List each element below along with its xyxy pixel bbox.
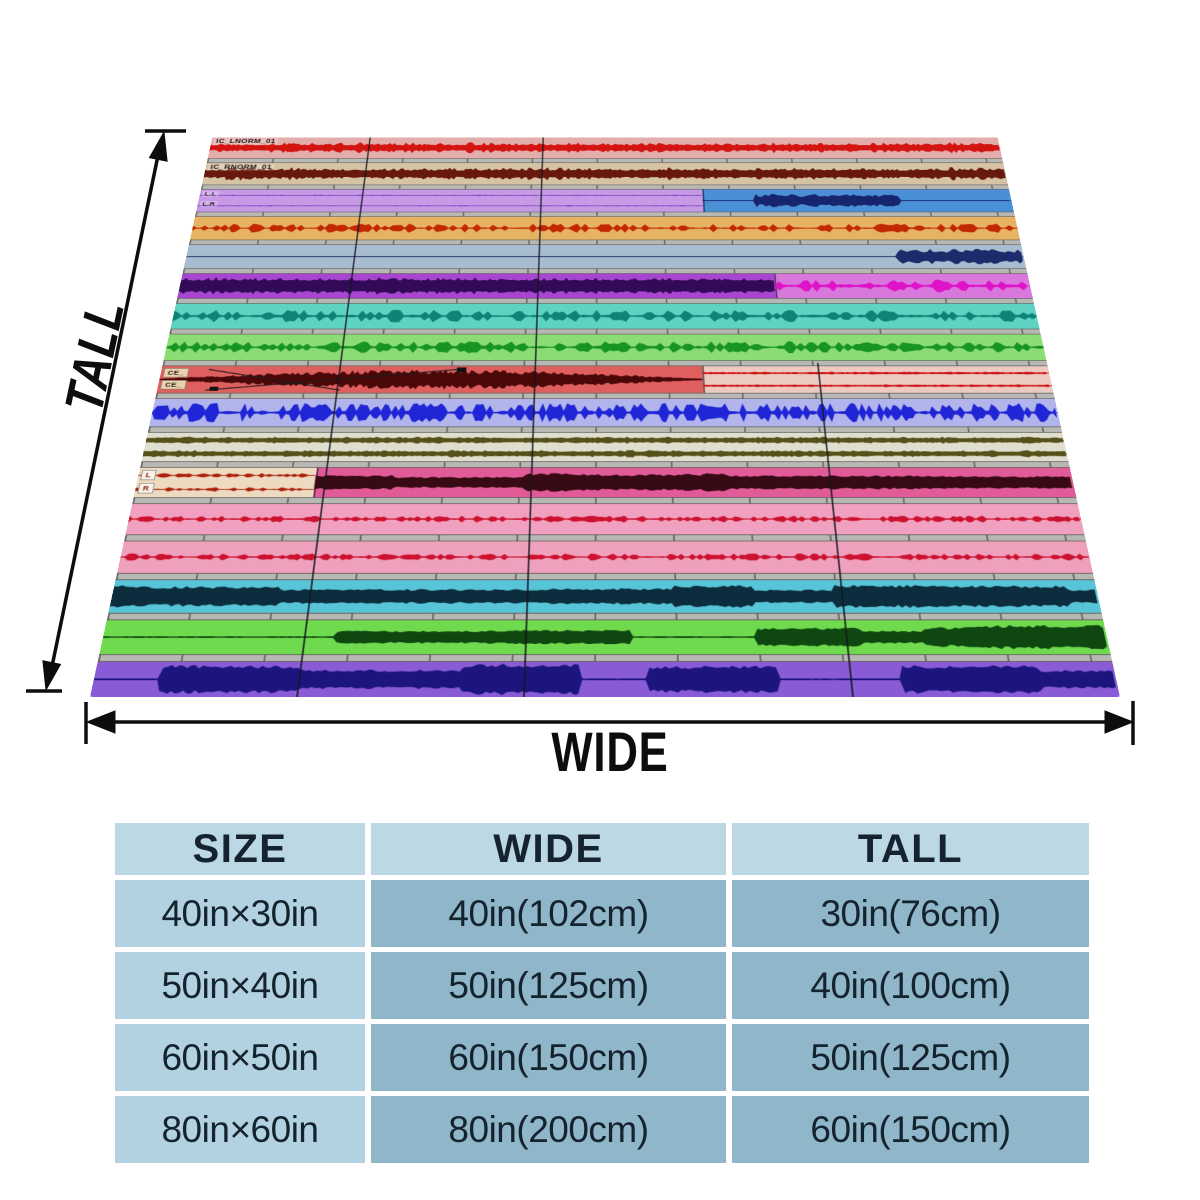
size-chart-cell: 40in(100cm) [732, 952, 1089, 1019]
waveform-track [170, 303, 1040, 329]
track-separator [124, 534, 1086, 542]
waveform-track: IC_RNORM_01 [202, 163, 1008, 185]
waveform [165, 341, 1045, 354]
size-chart-cell: 60in(150cm) [732, 1096, 1089, 1163]
waveform [197, 194, 1012, 208]
waveform [202, 166, 1007, 181]
size-chart-cell: 80in×60in [115, 1096, 365, 1163]
track-label: IC_LNORM_01 [213, 138, 279, 145]
size-chart-cell: 50in(125cm) [371, 952, 726, 1019]
waveform-track [149, 398, 1061, 427]
waveform-track [90, 661, 1120, 697]
size-chart-table: SIZE WIDE TALL 40in×30in 40in(102cm) 30in(76c… [115, 823, 1089, 1163]
waveform-track [190, 216, 1020, 240]
track-separator [97, 654, 1113, 662]
size-chart-cell: 50in(125cm) [732, 1024, 1089, 1091]
waveform [150, 403, 1059, 423]
tall-label: TALL [53, 294, 137, 418]
waveform-track [183, 244, 1027, 269]
waveform-track [177, 273, 1033, 299]
blanket-product-photo: IC_LNORM_01 IC_RNORM_01 L.L L.R CE_ CE_ L R [90, 137, 1120, 697]
track-separator [106, 612, 1104, 621]
size-chart-cell: 40in×30in [115, 880, 365, 947]
track-label: L [140, 469, 157, 481]
size-chart-header-cell: WIDE [371, 823, 726, 875]
track-label: L.L [201, 191, 220, 197]
size-chart-cell: 50in×40in [115, 952, 365, 1019]
waveform [191, 223, 1019, 233]
size-chart-cell: 80in(200cm) [371, 1096, 726, 1163]
waveform-print: IC_LNORM_01 IC_RNORM_01 L.L L.R CE_ CE_ L R [90, 137, 1120, 697]
waveform [134, 473, 1074, 492]
track-label: R [137, 483, 155, 494]
waveform [171, 309, 1039, 323]
waveform-track [125, 503, 1085, 535]
track-label: CE_ [162, 368, 190, 378]
waveform [109, 584, 1099, 608]
waveform-track [163, 334, 1047, 361]
waveform [119, 553, 1090, 561]
waveform-track: CE_ CE_ [156, 366, 1054, 393]
track-label: L.R [199, 201, 219, 207]
size-chart-header-cell: TALL [732, 823, 1089, 875]
waveform-track [108, 580, 1102, 613]
waveform [100, 625, 1108, 650]
waveform [177, 277, 1031, 295]
waveform-track: L.L L.R [196, 189, 1014, 212]
waveform-track [99, 620, 1111, 655]
waveform [128, 515, 1082, 523]
waveform [142, 436, 1067, 458]
waveform-track [117, 541, 1093, 573]
track-separator [115, 572, 1095, 581]
waveform-track: IC_LNORM_01 [207, 137, 1003, 159]
size-chart-cell: 60in×50in [115, 1024, 365, 1091]
wide-label: WIDE [551, 720, 669, 783]
waveform [184, 249, 1024, 265]
track-separator [132, 497, 1078, 504]
size-chart-header-cell: SIZE [115, 823, 365, 875]
waveform [90, 663, 1118, 696]
waveform [208, 142, 1001, 154]
size-chart-cell: 30in(76cm) [732, 880, 1089, 947]
size-chart-cell: 40in(102cm) [371, 880, 726, 947]
waveform [157, 366, 1053, 393]
size-chart-cell: 60in(150cm) [371, 1024, 726, 1091]
track-label: CE_ [159, 380, 188, 390]
track-label: IC_RNORM_01 [207, 164, 275, 171]
waveform-track [141, 432, 1069, 462]
